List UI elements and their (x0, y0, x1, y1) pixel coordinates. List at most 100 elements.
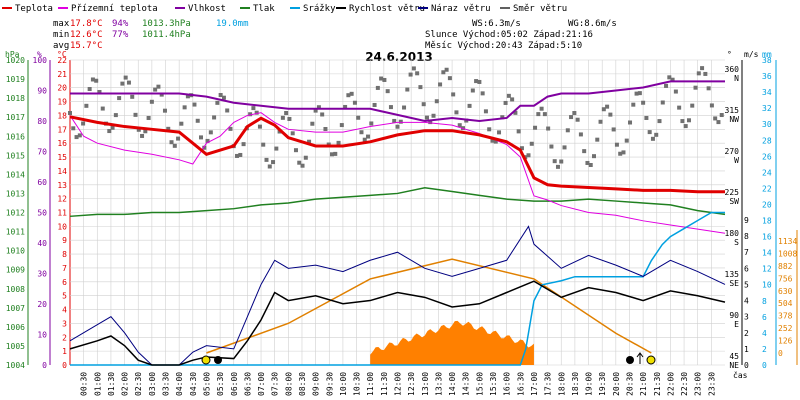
wind-dir-mark (107, 129, 112, 134)
wind-dir-mark (650, 136, 655, 141)
wind-dir-mark (375, 85, 380, 90)
wind-dir-mark (641, 100, 646, 105)
y-tick-dir: E (734, 320, 739, 329)
grid (70, 59, 725, 366)
wind-dir-mark (271, 160, 276, 165)
y-tick-degc: 11 (57, 209, 67, 218)
wind-dir-mark (431, 113, 436, 118)
wind-dir-mark (162, 108, 167, 113)
wind-dir-mark (670, 77, 675, 82)
wind-dir-mark (516, 129, 521, 134)
x-tick-label: 09:00 (312, 372, 321, 396)
wind-dir-mark (156, 84, 161, 89)
y-tick-hpa: 1011 (6, 228, 25, 237)
wind-dir-mark (153, 87, 158, 92)
y-tick-mm: 0 (762, 361, 767, 370)
axis-label-mm: mm (762, 50, 772, 59)
x-tick-label: 22:00 (666, 372, 675, 396)
wind-dir-mark (172, 143, 177, 148)
wind-dir-mark (683, 124, 688, 129)
y-tick-pct: 40 (37, 239, 47, 248)
wind-dir-mark (654, 132, 659, 137)
wind-dir-mark (706, 86, 711, 91)
y-tick-pct: 20 (37, 300, 47, 309)
y-tick-deg: 315 (725, 106, 740, 115)
legend-label-wind-speed: Rychlost větru (349, 4, 425, 14)
wind-dir-mark (487, 127, 492, 132)
wind-dir-mark (539, 106, 544, 111)
y-tick-sol: 0 (778, 349, 783, 358)
wind-dir-mark (555, 164, 560, 169)
y-tick-dir: NE (729, 361, 739, 370)
wind-dir-mark (313, 108, 318, 113)
wind-dir-mark (290, 131, 295, 136)
wind-dir-mark (660, 100, 665, 105)
wind-dir-mark (330, 152, 334, 157)
wind-dir-mark (362, 137, 367, 142)
x-tick-label: 10:30 (353, 372, 362, 396)
stat-min-label: min (53, 30, 69, 40)
wind-dir-mark (284, 111, 289, 116)
y-tick-sol: 1008 (778, 249, 797, 258)
y-tick-mm: 8 (762, 297, 767, 306)
wind-dir-mark (192, 102, 197, 107)
y-tick-hpa: 1015 (6, 151, 25, 160)
wind-dir-mark (123, 75, 128, 80)
x-tick-label: 21:30 (653, 372, 662, 396)
wind-dir-mark (208, 130, 213, 135)
y-tick-dir: W (734, 156, 739, 165)
x-tick-label: 05:00 (202, 372, 211, 396)
wind-dir-mark (569, 115, 574, 120)
stat-sun: Slunce Východ:05:02 Západ:21:16 (425, 30, 593, 40)
wind-dir-mark (510, 97, 515, 102)
stat-max-temp: 17.8°C (70, 19, 103, 29)
x-tick-label: 02:00 (121, 372, 130, 396)
wind-dir-mark (582, 149, 587, 154)
wind-dir-mark (310, 121, 315, 126)
wind-dir-mark (480, 91, 485, 96)
wind-dir-mark (716, 120, 721, 125)
wind-dir-mark (477, 79, 482, 84)
y-tick-hpa: 1016 (6, 132, 25, 141)
y-tick-degc: 13 (57, 181, 67, 190)
wind-speed-line (69, 280, 726, 366)
wind-dir-mark (68, 111, 72, 115)
stat-avg-label: avg (53, 41, 69, 51)
wind-dir-mark (408, 72, 413, 77)
x-tick-label: 13:30 (434, 372, 443, 396)
y-tick-mm: 10 (762, 281, 772, 290)
wind-dir-mark (585, 160, 590, 165)
wind-dir-mark (71, 126, 76, 131)
x-tick-label: 04:00 (175, 372, 184, 396)
y-tick-mm: 34 (762, 88, 772, 97)
wind-dir-mark (379, 76, 384, 81)
wind-dir-mark (428, 120, 433, 125)
y-tick-degc: 14 (57, 167, 67, 176)
y-tick-hpa: 1008 (6, 285, 25, 294)
y-tick-hpa: 1009 (6, 266, 25, 275)
wind-dir-mark (303, 155, 308, 160)
wind-dir-mark (349, 91, 354, 96)
y-tick-degc: 1 (62, 347, 67, 356)
axis-label-pct: % (37, 50, 42, 59)
wind-dir-mark (634, 91, 639, 96)
wind-dir-mark (182, 105, 187, 110)
x-tick-label: 07:30 (271, 372, 280, 396)
x-tick-label: 19:30 (598, 372, 607, 396)
y-tick-degc: 9 (62, 236, 67, 245)
wind-dir-mark (117, 96, 122, 101)
x-axis-label: čas (733, 370, 748, 380)
wind-dir-mark (136, 127, 141, 132)
y-tick-mm: 30 (762, 120, 772, 129)
wind-dir-mark (215, 100, 220, 105)
wind-dir-mark (565, 128, 570, 133)
x-tick-label: 04:30 (189, 372, 198, 396)
y-tick-mm: 18 (762, 217, 772, 226)
y-tick-degc: 5 (62, 292, 67, 301)
wind-dir-mark (470, 88, 475, 93)
wind-dir-mark (438, 82, 443, 87)
wind-dir-mark (202, 145, 207, 150)
y-tick-hpa: 1019 (6, 75, 25, 84)
wind-dir-mark (493, 139, 498, 144)
